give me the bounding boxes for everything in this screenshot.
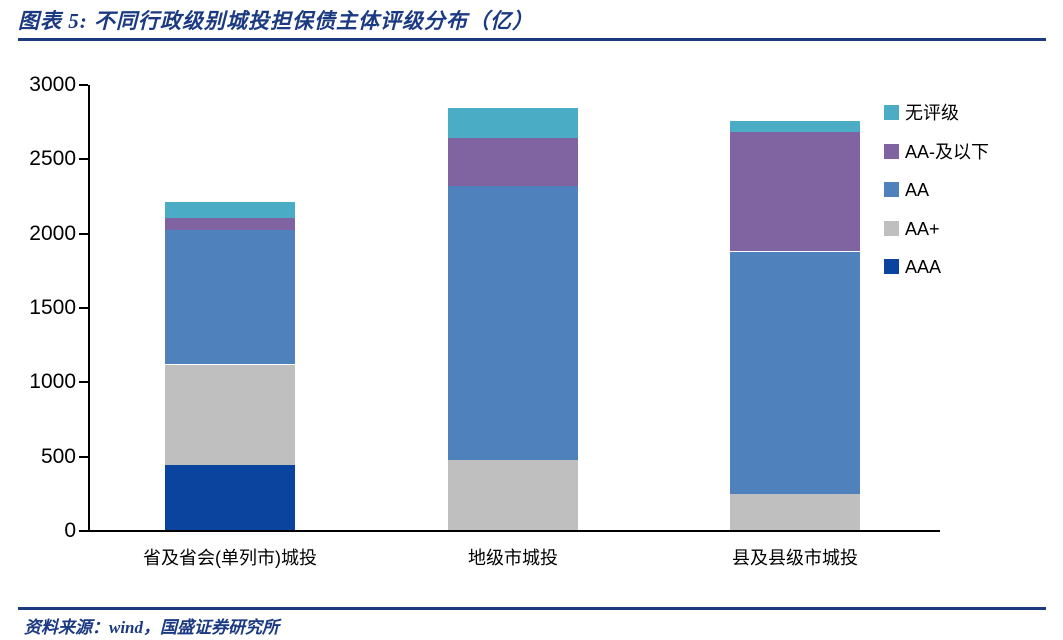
- x-axis-line: [88, 530, 940, 532]
- y-axis-tick: [79, 158, 88, 161]
- x-category-label: 县及县级市城投: [732, 548, 858, 568]
- y-axis-tick: [79, 530, 88, 532]
- legend-label: 无评级: [905, 103, 959, 123]
- y-tick-label: 0: [64, 519, 76, 542]
- y-tick-label: 2500: [29, 147, 76, 171]
- y-axis-tick: [79, 455, 88, 458]
- bar-segment: [448, 137, 578, 187]
- legend-swatch: [884, 105, 899, 120]
- legend-label: AAA: [905, 257, 942, 278]
- bar-segment: [448, 459, 578, 531]
- bar-segment: [165, 202, 295, 218]
- y-axis-tick: [79, 84, 88, 86]
- bar-segment: [165, 464, 295, 531]
- legend-swatch: [884, 182, 899, 198]
- source-note: 资料来源：wind，国盛证券研究所: [24, 618, 280, 637]
- x-category-label: 省及省会(单列市)城投: [143, 548, 317, 568]
- legend-swatch: [884, 259, 899, 275]
- bar-segment: [730, 493, 860, 531]
- legend-label: AA: [905, 180, 930, 201]
- bar-segment: [448, 186, 578, 460]
- footer-divider-rule: [18, 607, 1046, 610]
- legend-swatch: [884, 220, 899, 236]
- y-axis-line: [88, 85, 90, 532]
- bar-segment: [165, 218, 295, 230]
- bar-segment: [730, 251, 860, 494]
- legend-label: AA+: [905, 218, 940, 239]
- y-tick-label: 1500: [29, 296, 76, 319]
- y-axis-tick: [79, 307, 88, 309]
- x-category-label: 地级市城投: [468, 548, 558, 568]
- y-axis-tick: [79, 381, 88, 384]
- figure-title: 图表 5: 不同行政级别城投担保债主体评级分布（亿）: [18, 9, 534, 33]
- y-axis-tick: [79, 232, 88, 235]
- bar-segment: [165, 364, 295, 465]
- bar-segment: [448, 108, 578, 138]
- legend-label: AA-及以下: [905, 141, 990, 162]
- title-divider-rule: [18, 38, 1046, 41]
- bar-segment: [730, 120, 860, 132]
- bar-segment: [730, 131, 860, 252]
- bar-segment: [165, 229, 295, 365]
- y-tick-label: 2000: [29, 221, 76, 245]
- legend-swatch: [884, 143, 899, 159]
- y-tick-label: 3000: [29, 73, 76, 96]
- y-tick-label: 1000: [29, 370, 76, 394]
- y-tick-label: 500: [40, 444, 76, 468]
